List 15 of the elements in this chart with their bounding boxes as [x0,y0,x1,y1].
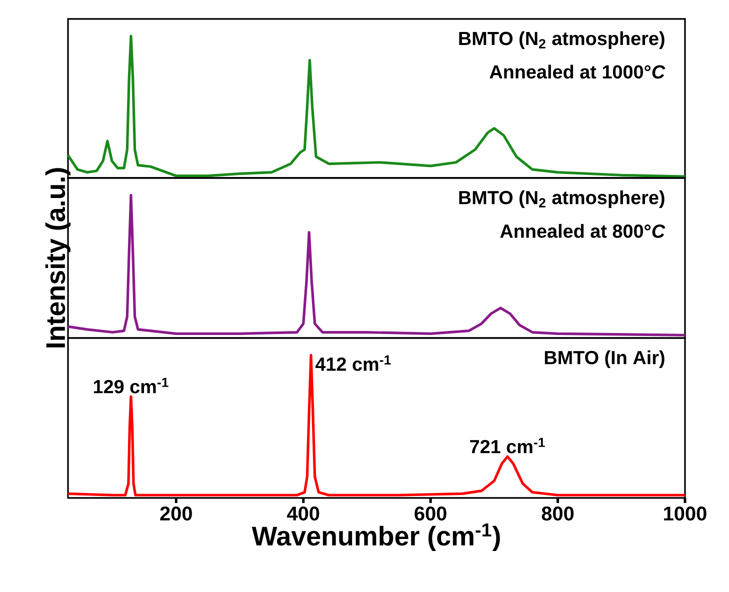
annotation: 721 cm$^{-1}$ [470,438,545,454]
x-tick-label: 800 [542,506,574,521]
x-axis-title: Wavenumber (cm$^{-1}$) [252,523,500,551]
annotation: 129 cm$^{-1}$ [94,378,168,394]
x-tick-label: 400 [287,506,320,521]
y-axis-title: Intensity (a.u.) [45,168,70,348]
annotation: BMTO (N$_{2}$ atmosphere) [459,31,664,49]
x-tick-label: 600 [414,506,446,521]
annotation: 412 cm$^{-1}$ [315,355,391,371]
annotation: BMTO (N$_{2}$ atmosphere) [459,190,664,208]
annotation: BMTO (In Air) [544,350,664,368]
x-tick-label: 1000 [664,506,706,521]
annotation: Annealed at 800°C [500,224,666,238]
x-tick-label: 200 [160,506,192,521]
annotation: Annealed at 1000°C [490,64,666,79]
